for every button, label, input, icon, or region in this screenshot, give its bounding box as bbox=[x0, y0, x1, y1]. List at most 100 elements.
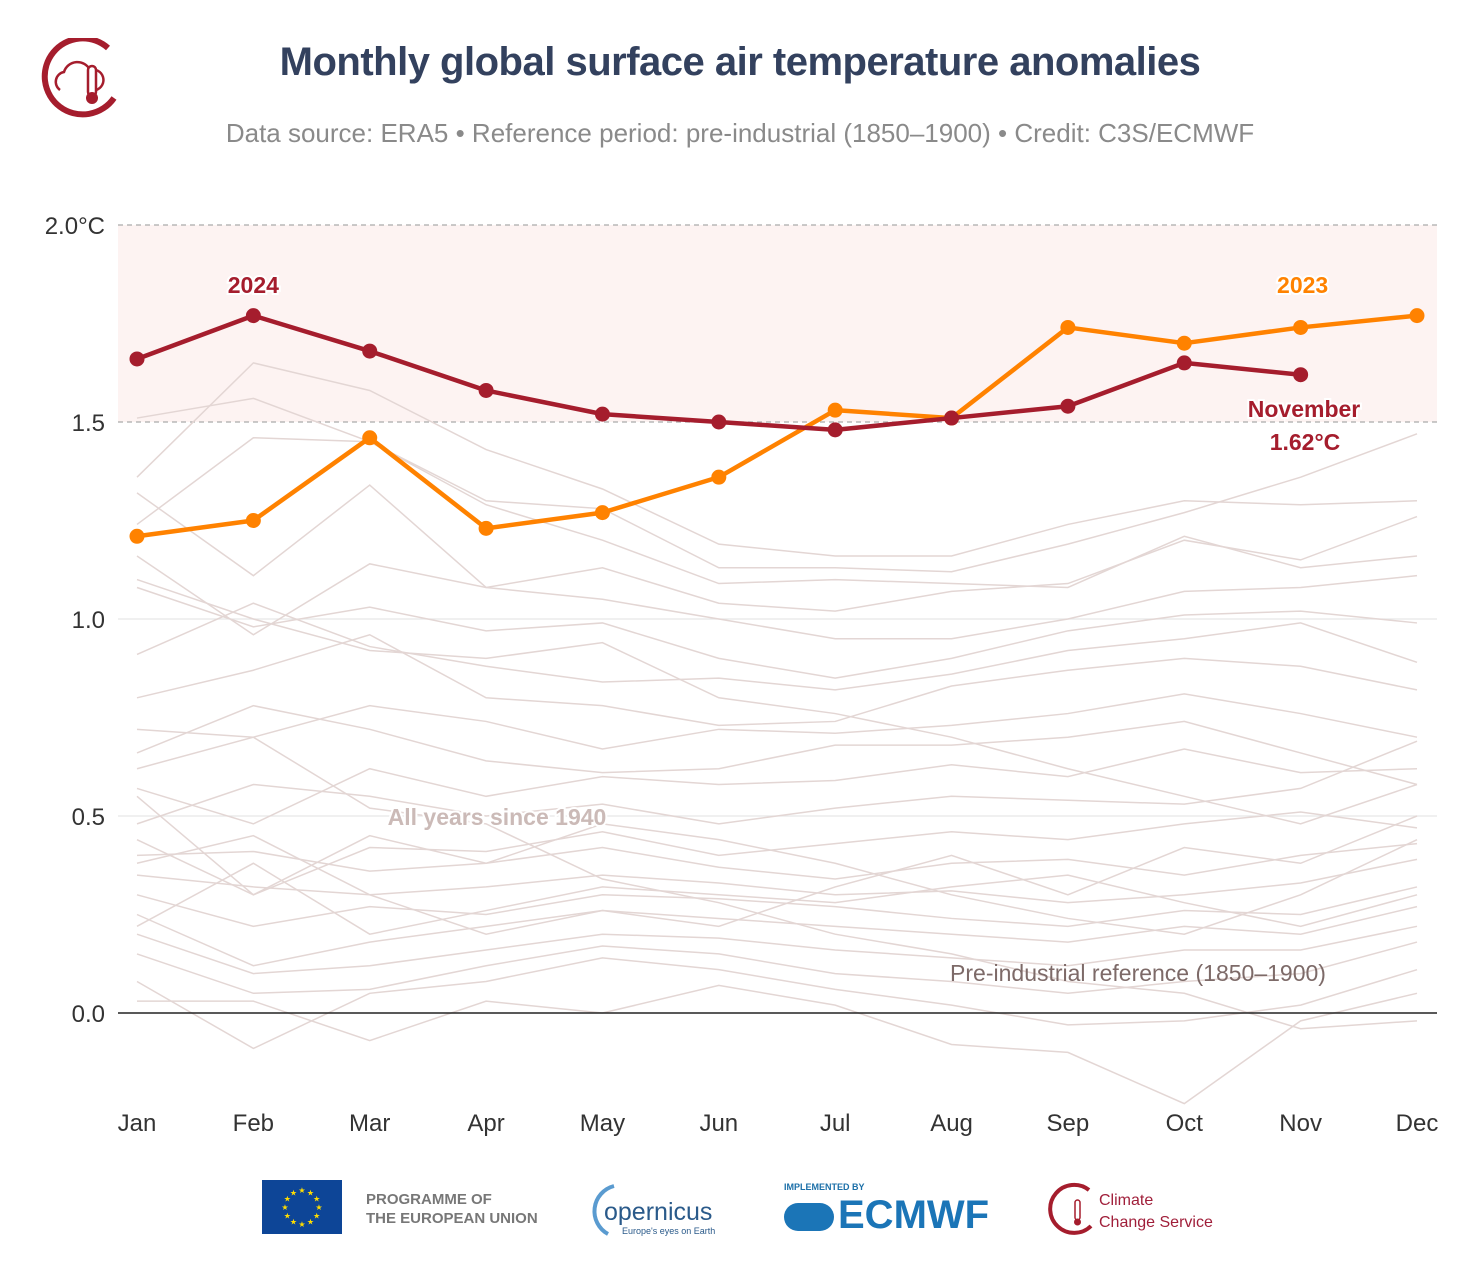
background-year-line bbox=[136, 736, 1418, 1030]
ecmwf-wordmark: ECMWF bbox=[838, 1193, 990, 1237]
copernicus-tagline: Europe's eyes on Earth bbox=[622, 1226, 716, 1236]
eu-flag-logo: ★ ★ ★ ★ ★ ★ ★ ★ ★ ★ ★ ★ bbox=[262, 1180, 342, 1234]
x-tick-label: Apr bbox=[467, 1110, 504, 1137]
background-series-label: All years since 1940 bbox=[388, 804, 607, 830]
x-tick-label: Mar bbox=[349, 1110, 390, 1137]
label-2023: 2023 bbox=[1277, 272, 1328, 298]
background-year-line bbox=[136, 602, 1418, 691]
x-tick-label: Sep bbox=[1047, 1110, 1090, 1137]
data-point-2024 bbox=[594, 406, 610, 422]
data-point-2023 bbox=[711, 469, 727, 485]
background-year-line bbox=[136, 811, 1418, 896]
background-year-line bbox=[136, 815, 1418, 935]
eu-programme-text: PROGRAMME OF THE EUROPEAN UNION bbox=[366, 1190, 538, 1228]
background-year-line bbox=[136, 586, 1418, 679]
x-tick-label: Jul bbox=[820, 1110, 851, 1137]
last-month-label: November bbox=[1248, 396, 1361, 422]
data-point-2023 bbox=[129, 528, 145, 544]
data-point-2023 bbox=[594, 505, 610, 521]
data-point-2024 bbox=[944, 410, 960, 426]
x-tick-label: May bbox=[580, 1110, 625, 1137]
data-point-2023 bbox=[245, 513, 261, 528]
eu-star-icon: ★ bbox=[290, 1188, 297, 1197]
data-point-2024 bbox=[827, 422, 843, 438]
background-year-line bbox=[136, 578, 1418, 825]
background-year-line bbox=[136, 484, 1418, 612]
last-value-label: 1.62°C bbox=[1270, 429, 1341, 455]
background-year-line bbox=[136, 633, 1418, 727]
data-point-2023 bbox=[1176, 335, 1192, 351]
eu-star-icon: ★ bbox=[307, 1188, 314, 1197]
eu-star-icon: ★ bbox=[313, 1212, 320, 1221]
background-year-line bbox=[136, 397, 1418, 573]
data-point-2023 bbox=[478, 520, 494, 536]
background-year-line bbox=[136, 886, 1418, 928]
y-tick-label: 1.5 bbox=[72, 410, 105, 437]
c3s-text: Climate Change Service bbox=[1099, 1190, 1213, 1234]
data-point-2023 bbox=[827, 402, 843, 418]
background-year-line bbox=[136, 905, 1418, 967]
data-point-2024 bbox=[1176, 355, 1192, 371]
ecmwf-logo: ECMWF bbox=[784, 1193, 989, 1238]
label-2024: 2024 bbox=[228, 272, 279, 298]
x-tick-label: Oct bbox=[1166, 1110, 1204, 1137]
eu-star-icon: ★ bbox=[315, 1203, 322, 1212]
y-tick-label: 1.0 bbox=[72, 607, 105, 634]
data-point-2023 bbox=[1060, 319, 1076, 335]
background-year-line bbox=[136, 925, 1418, 975]
data-point-2023 bbox=[362, 430, 378, 446]
eu-star-icon: ★ bbox=[307, 1218, 314, 1227]
chart-subtitle: Data source: ERA5 • Reference period: pr… bbox=[225, 118, 1255, 148]
y-tick-label: 2.0°C bbox=[45, 213, 105, 240]
x-tick-label: Aug bbox=[930, 1110, 973, 1137]
data-point-2024 bbox=[1060, 398, 1076, 414]
data-point-2024 bbox=[129, 351, 145, 367]
background-year-line bbox=[136, 362, 1418, 557]
background-year-line bbox=[136, 437, 1418, 589]
y-tick-label: 0.5 bbox=[72, 804, 105, 831]
background-year-line bbox=[136, 941, 1418, 995]
background-year-line bbox=[136, 842, 1418, 880]
data-point-2024 bbox=[245, 308, 261, 324]
data-point-2024 bbox=[478, 382, 494, 398]
eu-text-line-1: PROGRAMME OF bbox=[366, 1191, 492, 1208]
background-year-line bbox=[136, 862, 1418, 935]
background-year-line bbox=[136, 693, 1418, 750]
c3s-text-line-1: Climate bbox=[1099, 1192, 1154, 1209]
data-point-2024 bbox=[362, 343, 378, 359]
eu-star-icon: ★ bbox=[284, 1212, 291, 1221]
data-point-2023 bbox=[1409, 308, 1425, 324]
background-year-line bbox=[136, 704, 1418, 786]
x-tick-label: Jun bbox=[699, 1110, 738, 1137]
background-year-line bbox=[136, 858, 1418, 904]
line-chart: 0.0 0.5 1.0 1.5 2.0°C Jan Feb Mar Apr May Jun Jul Au… bbox=[45, 213, 1439, 1137]
eu-star-icon: ★ bbox=[281, 1203, 288, 1212]
climate-change-service-logo-icon bbox=[41, 38, 117, 118]
background-year-line bbox=[137, 984, 1418, 1105]
ecmwf-symbol-icon bbox=[784, 1203, 834, 1232]
x-tick-label: Feb bbox=[233, 1110, 274, 1137]
data-point-2023 bbox=[1293, 319, 1309, 335]
background-year-line bbox=[136, 555, 1418, 640]
eu-star-icon: ★ bbox=[313, 1195, 320, 1204]
implemented-by-text: IMPLEMENTED BY bbox=[784, 1182, 865, 1192]
eu-star-icon: ★ bbox=[284, 1195, 291, 1204]
highlight-band bbox=[118, 225, 1437, 422]
eu-text-line-2: THE EUROPEAN UNION bbox=[366, 1210, 538, 1227]
copernicus-wordmark: opernicus bbox=[604, 1198, 713, 1226]
eu-star-icon: ★ bbox=[290, 1218, 297, 1227]
data-point-2024 bbox=[1293, 367, 1309, 383]
series-line-2023 bbox=[136, 313, 1418, 539]
c3s-logo-icon bbox=[1048, 1182, 1093, 1235]
c3s-text-line-2: Change Service bbox=[1099, 1214, 1213, 1231]
background-year-line bbox=[136, 957, 1418, 1050]
copernicus-arc-icon bbox=[592, 1184, 615, 1236]
y-tick-label: 0.0 bbox=[72, 1001, 105, 1028]
x-tick-label: Dec bbox=[1396, 1110, 1439, 1137]
eu-star-icon: ★ bbox=[298, 1186, 305, 1195]
eu-stars-icon: ★★★★★★★★★ ★ ★★ bbox=[281, 1186, 322, 1229]
background-year-line bbox=[136, 748, 1418, 825]
data-point-2024 bbox=[711, 414, 727, 430]
chart-title: Monthly global surface air temperature a… bbox=[279, 40, 1201, 84]
eu-star-icon: ★ bbox=[298, 1220, 305, 1229]
